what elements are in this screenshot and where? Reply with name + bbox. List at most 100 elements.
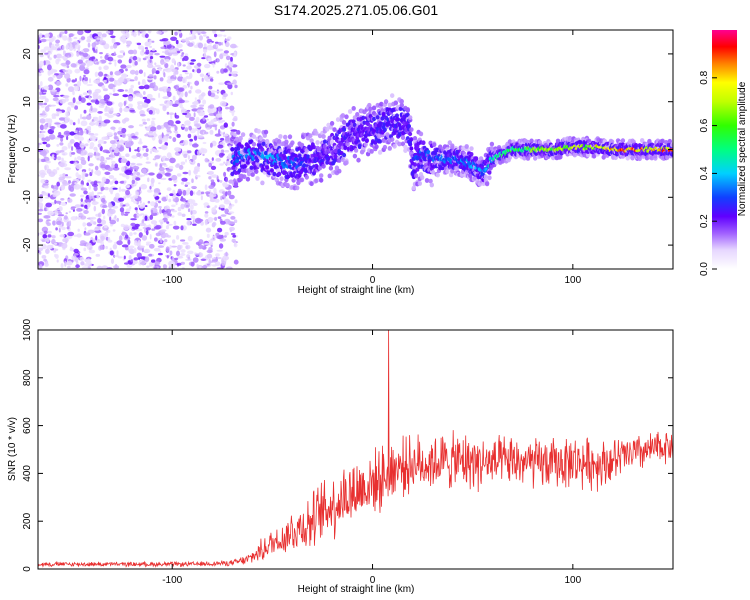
noise-blob (39, 32, 43, 39)
noise-blob (120, 158, 128, 164)
noise-blob (171, 58, 176, 64)
noise-blob (41, 191, 47, 196)
noise-blob (178, 164, 184, 170)
noise-blob (119, 140, 126, 143)
noise-blob (51, 113, 56, 118)
noise-blob (58, 227, 61, 233)
noise-blob (40, 179, 46, 184)
noise-blob (106, 132, 113, 137)
noise-blob (194, 65, 197, 69)
noise-blob (184, 127, 189, 132)
noise-blob (190, 199, 196, 204)
noise-blob (208, 185, 215, 189)
noise-blob (43, 258, 47, 262)
noise-blob (96, 37, 100, 40)
noise-blob (222, 255, 230, 261)
noise-blob (83, 247, 87, 252)
noise-blob (220, 149, 225, 154)
noise-blob (208, 71, 211, 76)
noise-blob (194, 80, 200, 86)
noise-blob (188, 169, 192, 176)
ridge-halo (405, 107, 410, 112)
noise-blob (47, 70, 51, 76)
noise-blob (146, 156, 149, 161)
noise-blob (121, 244, 129, 248)
ridge-body (372, 116, 377, 122)
noise-blob (80, 97, 86, 103)
noise-blob (182, 242, 189, 245)
noise-blob (151, 117, 156, 120)
noise-blob (203, 202, 209, 207)
ridge-halo (287, 134, 293, 140)
noise-blob (162, 105, 167, 112)
ridge-core (390, 118, 395, 124)
ridge-body (373, 140, 378, 145)
noise-blob (48, 57, 52, 61)
noise-blob (61, 221, 64, 227)
noise-blob (221, 119, 225, 123)
noise-blob (145, 56, 148, 59)
noise-blob (230, 56, 233, 62)
noise-blob (104, 171, 111, 175)
ridge-halo (277, 142, 282, 148)
noise-blob (196, 109, 201, 114)
noise-blob (220, 207, 225, 211)
noise-blob (139, 102, 147, 105)
ridge-halo (399, 102, 404, 108)
noise-blob (185, 181, 191, 185)
noise-blob (119, 207, 125, 213)
noise-blob (39, 91, 42, 96)
noise-blob (147, 200, 151, 204)
noise-blob (116, 240, 123, 246)
noise-blob (171, 174, 178, 181)
noise-blob (87, 229, 95, 234)
noise-blob (103, 76, 107, 81)
noise-blob (75, 257, 79, 263)
noise-blob (75, 264, 80, 269)
noise-blob (97, 139, 105, 144)
noise-blob (76, 52, 80, 57)
noise-blob (198, 265, 202, 269)
noise-blob (189, 190, 194, 197)
noise-blob (95, 253, 101, 257)
noise-blob (223, 200, 231, 205)
noise-blob (80, 50, 85, 53)
noise-blob (86, 245, 93, 251)
noise-blob (38, 84, 41, 90)
noise-blob (150, 107, 157, 111)
noise-blob (223, 161, 226, 164)
noise-blob (91, 119, 94, 122)
noise-blob (54, 43, 60, 47)
noise-blob (203, 34, 207, 37)
noise-blob (187, 256, 191, 260)
noise-blob (142, 57, 147, 61)
noise-blob (171, 210, 177, 213)
ridge-halo (236, 130, 241, 135)
noise-blob (180, 124, 186, 128)
ridge-halo (464, 144, 469, 149)
noise-blob (164, 67, 172, 73)
ridge-halo (447, 140, 452, 146)
noise-blob (64, 176, 72, 179)
ridge-core (264, 150, 268, 156)
noise-blob (223, 34, 227, 37)
noise-blob (133, 171, 137, 177)
noise-blob (62, 68, 65, 72)
noise-blob (144, 47, 148, 50)
noise-blob (166, 187, 172, 192)
noise-blob (56, 167, 60, 171)
noise-blob (67, 37, 73, 43)
noise-blob (155, 163, 158, 167)
ridge-halo (316, 146, 321, 152)
noise-blob (82, 92, 88, 96)
noise-blob (210, 90, 216, 93)
noise-blob (43, 102, 47, 106)
noise-blob (39, 118, 46, 124)
noise-blob (76, 233, 82, 238)
noise-blob (143, 84, 150, 90)
noise-blob (41, 137, 46, 141)
noise-blob (124, 211, 130, 214)
noise-blob (194, 253, 201, 256)
noise-blob (189, 62, 195, 65)
noise-blob (43, 215, 51, 219)
